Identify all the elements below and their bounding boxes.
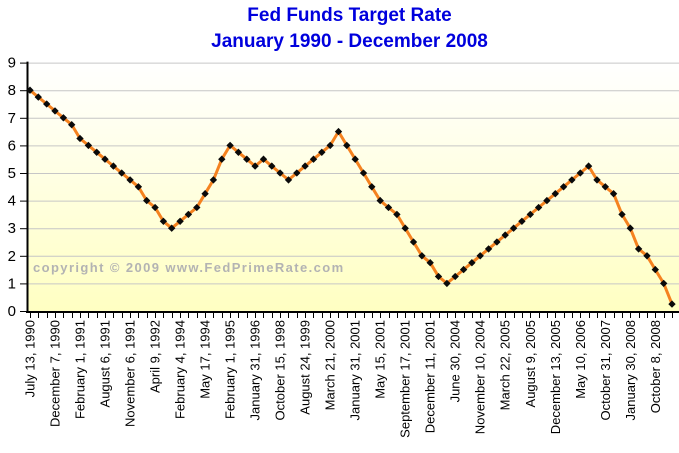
y-tick-label-0: 0 xyxy=(8,303,16,320)
x-tick-label: February 1, 1995 xyxy=(223,320,238,419)
data-point-marker xyxy=(584,162,593,170)
x-tick-label: May 17, 1994 xyxy=(198,320,213,399)
x-tick-label: August 9, 2005 xyxy=(523,320,538,407)
data-point-marker xyxy=(193,203,201,212)
x-tick-label: May 15, 2001 xyxy=(373,320,388,399)
x-tick-label: January 31, 2001 xyxy=(348,320,363,420)
data-point-marker xyxy=(426,259,434,267)
data-point-marker xyxy=(68,121,76,129)
x-tick-label: October 31, 2007 xyxy=(598,320,613,420)
data-point-marker xyxy=(209,176,218,184)
data-point-marker xyxy=(576,169,584,177)
data-point-marker xyxy=(409,238,418,246)
data-point-marker xyxy=(651,265,659,274)
x-tick-label: October 8, 2008 xyxy=(648,320,663,413)
data-point-marker xyxy=(476,252,484,260)
data-point-marker xyxy=(443,279,451,288)
x-tick-label: February 4, 1994 xyxy=(173,320,188,419)
y-tick-label-5: 5 xyxy=(8,165,16,182)
data-point-marker xyxy=(501,231,509,239)
x-tick-label: January 31, 1996 xyxy=(248,320,263,420)
data-point-marker xyxy=(418,252,426,260)
x-tick-label: December 11, 2001 xyxy=(423,320,438,433)
x-tick-label: December 13, 2005 xyxy=(548,320,563,434)
x-tick-label: July 13, 1990 xyxy=(23,320,38,397)
chart-title: Fed Funds Target Rate January 1990 - Dec… xyxy=(20,3,679,55)
x-tick-label: November 10, 2004 xyxy=(473,320,488,434)
data-point-marker xyxy=(26,86,34,94)
y-tick-label-1: 1 xyxy=(8,275,16,292)
data-point-marker xyxy=(151,203,159,212)
data-point-marker xyxy=(109,162,118,170)
chart-title-line2: January 1990 - December 2008 xyxy=(211,31,488,52)
data-point-marker xyxy=(643,252,651,260)
data-point-marker xyxy=(459,265,468,274)
data-point-marker xyxy=(76,134,84,143)
data-point-marker xyxy=(660,279,668,288)
x-tick-label: June 30, 2004 xyxy=(448,320,463,402)
data-point-marker xyxy=(534,203,543,212)
data-point-marker xyxy=(359,169,368,177)
copyright-watermark: copyright © 2009 www.FedPrimeRate.com xyxy=(33,260,345,275)
y-tick-label-8: 8 xyxy=(8,82,16,99)
data-point-marker xyxy=(568,176,576,184)
data-point-marker xyxy=(84,141,93,150)
y-tick-label-6: 6 xyxy=(8,137,16,154)
y-tick-label-2: 2 xyxy=(8,248,16,265)
x-tick-label: March 21, 2000 xyxy=(323,320,338,410)
data-point-marker xyxy=(101,155,109,163)
y-tick-label-4: 4 xyxy=(8,193,16,210)
data-point-marker xyxy=(118,169,126,177)
x-tick-label: April 9, 1992 xyxy=(148,320,163,393)
data-point-marker xyxy=(434,272,443,281)
x-tick-label: May 10, 2006 xyxy=(573,320,588,399)
data-point-marker xyxy=(251,162,259,170)
data-point-marker xyxy=(276,169,284,177)
data-point-marker xyxy=(176,217,184,225)
data-point-marker xyxy=(451,272,459,281)
data-point-marker xyxy=(376,196,384,205)
x-tick-label: November 6, 1991 xyxy=(123,320,138,427)
data-point-marker xyxy=(334,127,343,136)
data-point-marker xyxy=(518,217,526,225)
data-point-marker xyxy=(384,203,393,212)
data-point-marker xyxy=(301,162,309,170)
x-tick-label: October 15, 1998 xyxy=(273,320,288,420)
x-tick-label: December 7, 1990 xyxy=(48,320,63,427)
data-point-marker xyxy=(168,224,176,232)
data-point-marker xyxy=(559,183,568,191)
x-tick-label: March 22, 2005 xyxy=(498,320,513,410)
data-point-marker xyxy=(668,300,676,308)
data-point-marker xyxy=(184,210,193,219)
chart-title-line1: Fed Funds Target Rate xyxy=(247,5,452,26)
y-tick-label-3: 3 xyxy=(8,220,16,237)
x-tick-label: August 24, 1999 xyxy=(298,320,313,415)
data-point-marker xyxy=(601,183,609,191)
data-point-marker xyxy=(543,196,551,205)
data-point-marker xyxy=(93,148,101,156)
y-tick-label-7: 7 xyxy=(8,110,16,127)
data-point-marker xyxy=(493,238,501,246)
x-tick-label: September 17, 2001 xyxy=(398,320,413,438)
data-point-marker xyxy=(59,114,68,122)
y-tick-label-9: 9 xyxy=(8,55,16,72)
x-tick-label: August 6, 1991 xyxy=(98,320,113,407)
data-point-marker xyxy=(468,259,476,267)
x-tick-label: January 30, 2008 xyxy=(623,320,638,420)
x-tick-label: February 1, 1991 xyxy=(73,320,88,419)
